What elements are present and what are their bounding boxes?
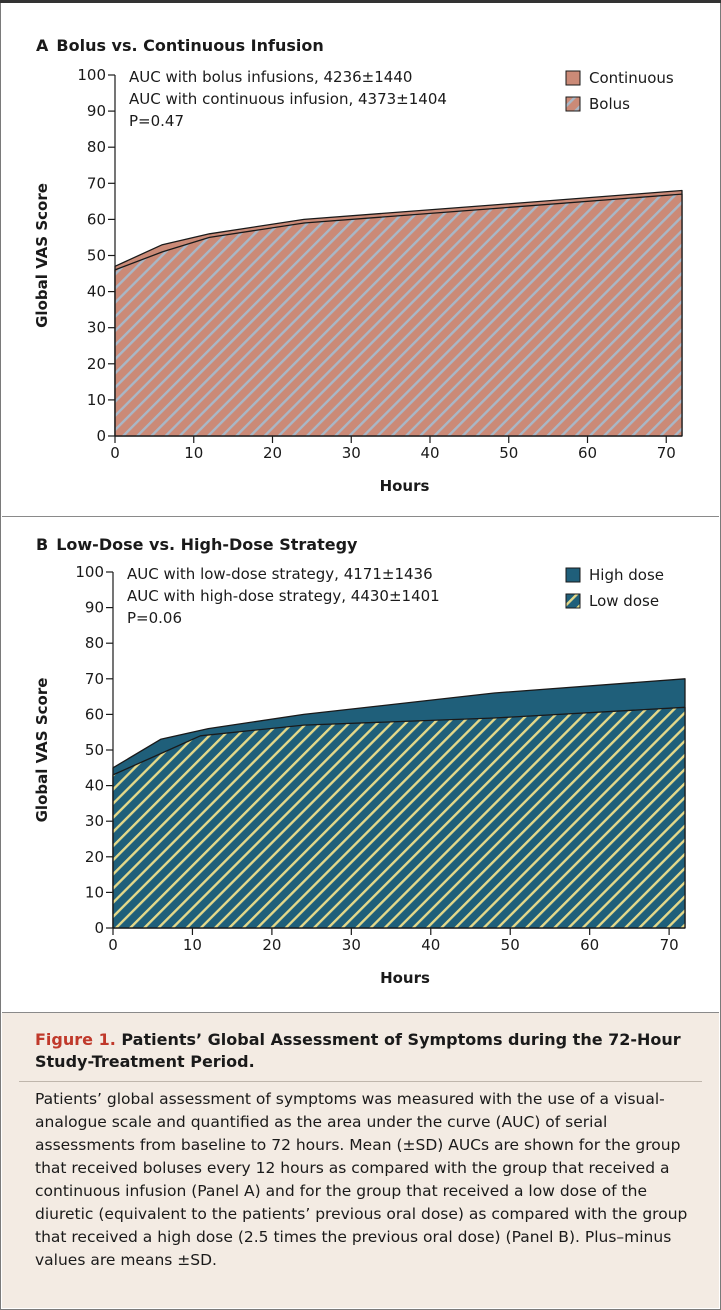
x-tick-label: 70 (657, 444, 676, 462)
x-tick-label: 40 (420, 444, 439, 462)
y-axis-title: Global VAS Score (33, 678, 51, 823)
auc-annotation: AUC with continuous infusion, 4373±1404 (129, 90, 447, 108)
y-tick-label: 30 (87, 319, 106, 337)
y-tick-label: 100 (75, 563, 104, 581)
panel-b-title-text: Low-Dose vs. High-Dose Strategy (56, 535, 358, 554)
x-tick-label: 50 (499, 444, 518, 462)
panel-b-letter: B (36, 535, 49, 554)
area-low-dose (112, 706, 686, 929)
x-tick-label: 10 (183, 936, 202, 954)
x-tick-label: 0 (110, 444, 120, 462)
y-axis-title: Global VAS Score (33, 183, 51, 328)
y-tick-label: 60 (85, 705, 104, 723)
legend-label: Continuous (589, 69, 674, 87)
y-tick-label: 30 (85, 812, 104, 830)
panel-a-title: A Bolus vs. Continuous Infusion (36, 36, 324, 55)
x-tick-label: 70 (660, 936, 679, 954)
x-axis-title: Hours (380, 477, 430, 495)
y-tick-label: 10 (85, 883, 104, 901)
panel-a-letter: A (36, 36, 49, 55)
legend-label: High dose (589, 566, 664, 584)
legend-swatch (565, 567, 581, 583)
y-tick-label: 20 (87, 355, 106, 373)
y-tick-label: 50 (87, 247, 106, 265)
y-tick-label: 0 (96, 427, 106, 445)
top-rule (0, 0, 721, 3)
figure-caption: Figure 1. Patients’ Global Assessment of… (2, 1013, 719, 1308)
legend-swatch (565, 96, 581, 112)
y-tick-label: 20 (85, 848, 104, 866)
y-tick-label: 90 (87, 102, 106, 120)
legend-swatch (565, 70, 581, 86)
auc-annotation: AUC with bolus infusions, 4236±1440 (129, 68, 412, 86)
caption-figure-label: Figure 1. (35, 1030, 116, 1049)
x-tick-label: 30 (342, 936, 361, 954)
y-tick-label: 60 (87, 210, 106, 228)
caption-body: Patients’ global assessment of symptoms … (35, 1090, 688, 1269)
legend-label: Low dose (589, 592, 659, 610)
y-tick-label: 70 (87, 174, 106, 192)
y-tick-label: 10 (87, 391, 106, 409)
panel-a: A Bolus vs. Continuous Infusion 0 10 20 30 40… (2, 18, 719, 517)
y-tick-label: 80 (85, 634, 104, 652)
x-tick-label: 50 (501, 936, 520, 954)
x-tick-label: 0 (108, 936, 118, 954)
caption-title: Figure 1. Patients’ Global Assessment of… (35, 1029, 695, 1073)
auc-annotation: AUC with high-dose strategy, 4430±1401 (127, 587, 440, 605)
y-tick-label: 50 (85, 741, 104, 759)
y-tick-label: 40 (85, 777, 104, 795)
panel-b: B Low-Dose vs. High-Dose Strategy 0 10 20 30… (2, 517, 719, 1013)
panel-a-chart: 0 10 20 30 40 50 60 70 80 90 100 0 10 20 30 40 50 60 70 Hou… (33, 66, 683, 495)
x-tick-label: 20 (262, 936, 281, 954)
panel-b-chart: 0 10 20 30 40 50 60 70 80 90 100 0 10 20 30 40 50 60 70 Hou… (33, 563, 686, 987)
area-bolus (114, 193, 683, 437)
x-tick-label: 10 (184, 444, 203, 462)
x-tick-label: 60 (578, 444, 597, 462)
y-tick-label: 100 (77, 66, 106, 84)
y-tick-label: 0 (94, 919, 104, 937)
x-axis-title: Hours (380, 969, 430, 987)
y-tick-label: 90 (85, 599, 104, 617)
x-tick-label: 40 (421, 936, 440, 954)
y-tick-label: 40 (87, 283, 106, 301)
x-tick-label: 20 (263, 444, 282, 462)
legend-label: Bolus (589, 95, 630, 113)
panel-b-title: B Low-Dose vs. High-Dose Strategy (36, 535, 357, 554)
caption-title-text: Patients’ Global Assessment of Symptoms … (35, 1030, 681, 1071)
panel-a-title-text: Bolus vs. Continuous Infusion (56, 36, 324, 55)
x-tick-label: 30 (342, 444, 361, 462)
auc-annotation: P=0.47 (129, 112, 184, 130)
y-tick-label: 80 (87, 138, 106, 156)
y-tick-label: 70 (85, 670, 104, 688)
legend-swatch (565, 593, 581, 609)
auc-annotation: AUC with low-dose strategy, 4171±1436 (127, 565, 433, 583)
x-tick-label: 60 (580, 936, 599, 954)
caption-divider (19, 1081, 702, 1082)
auc-annotation: P=0.06 (127, 609, 182, 627)
